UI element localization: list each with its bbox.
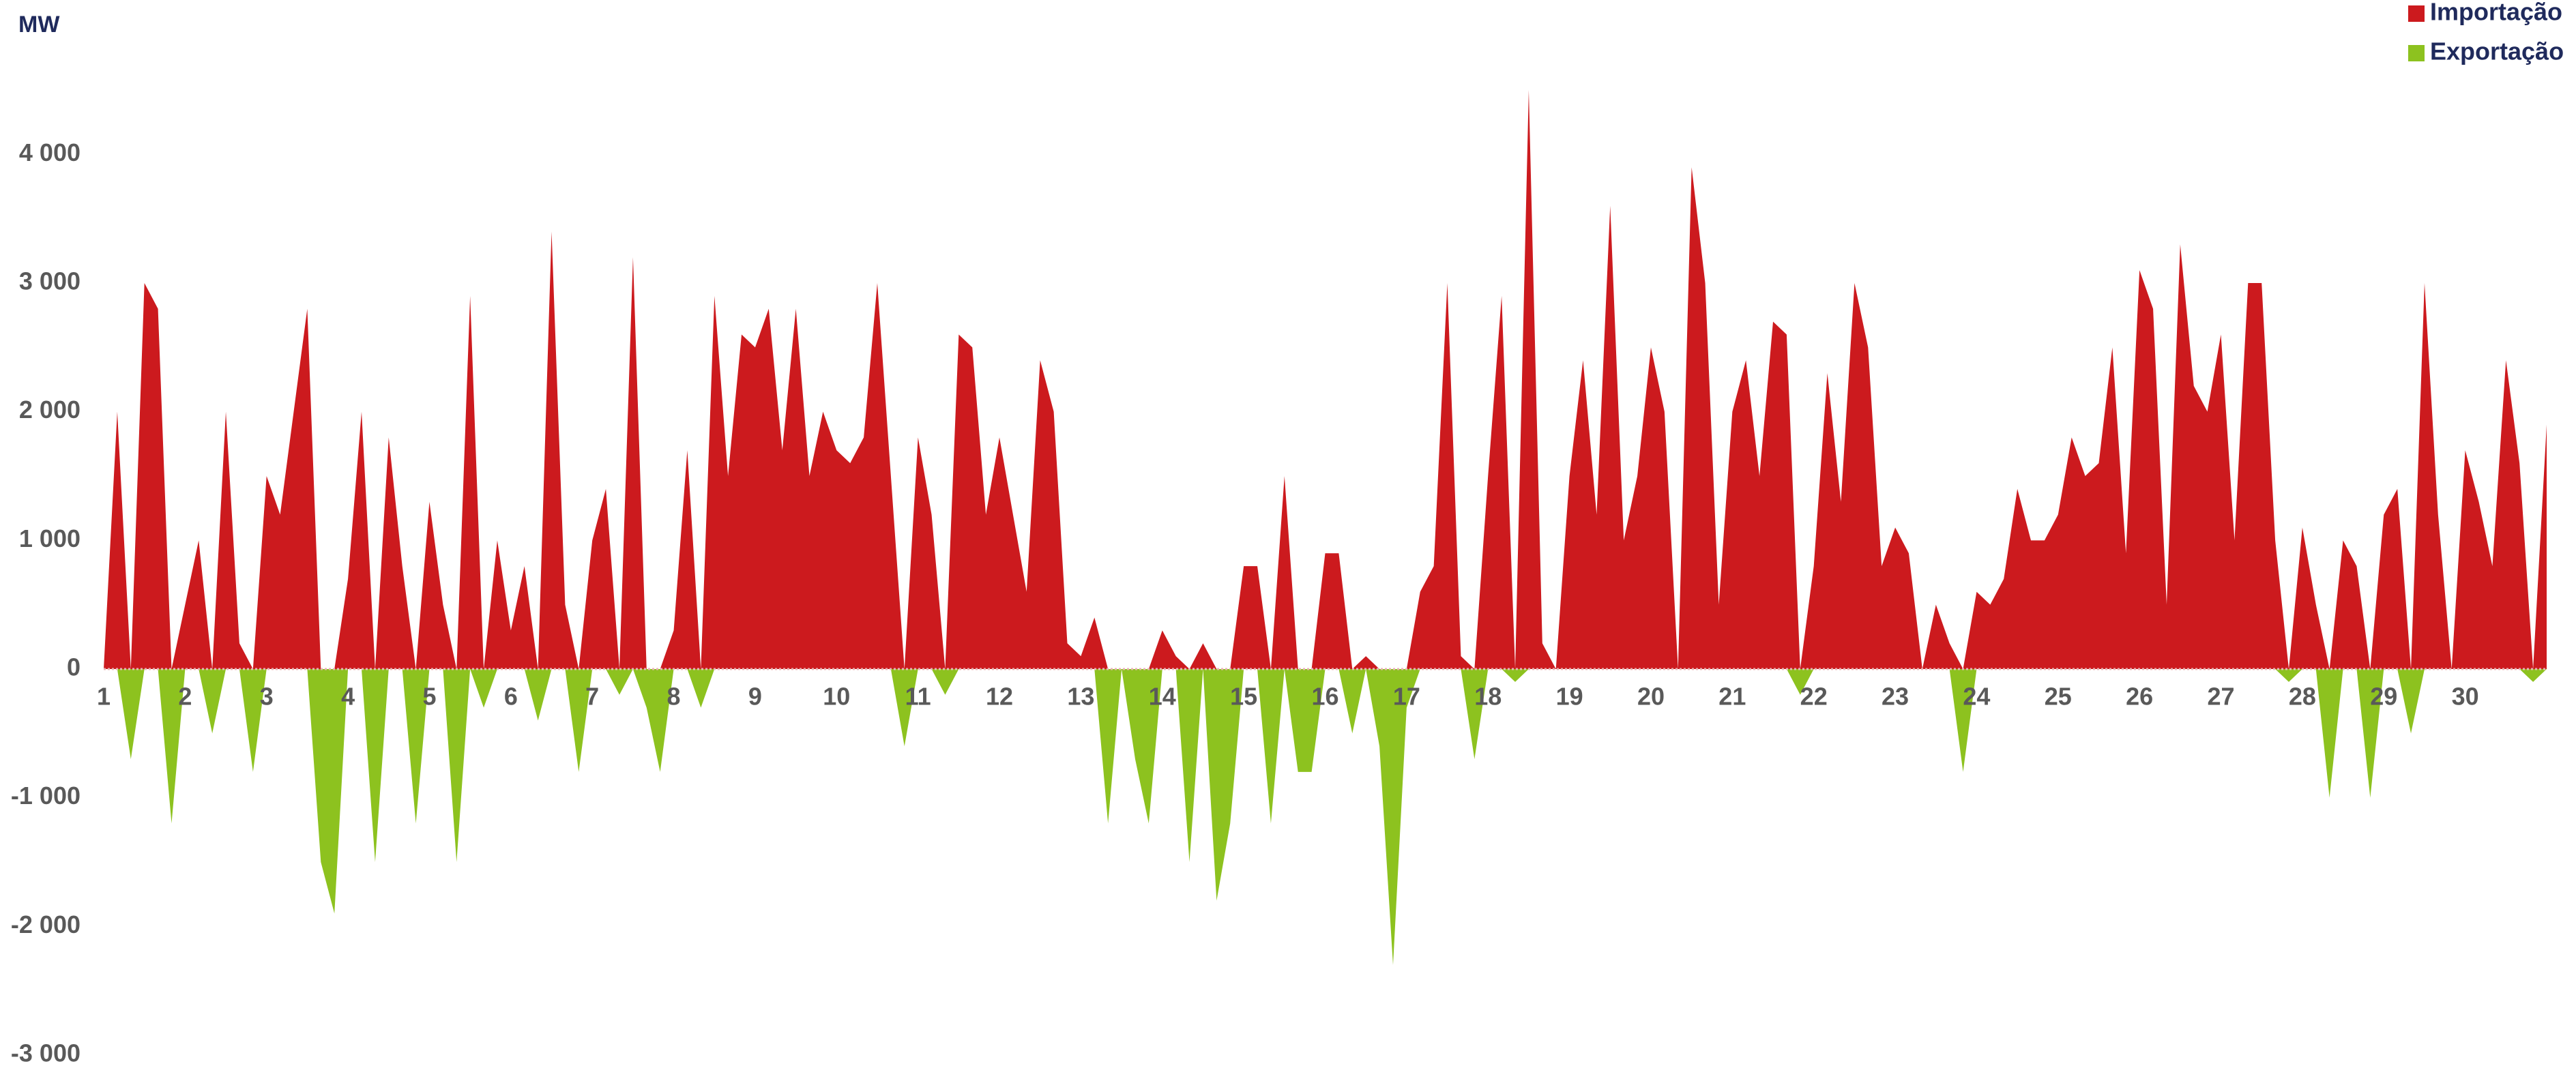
x-tick-label: 25: [2045, 683, 2072, 711]
x-tick-label: 6: [504, 683, 518, 711]
x-tick-label: 9: [748, 683, 762, 711]
x-tick-label: 13: [1067, 683, 1094, 711]
x-tick-label: 23: [1882, 683, 1909, 711]
x-tick-label: 14: [1149, 683, 1176, 711]
x-tick-label: 4: [341, 683, 355, 711]
x-tick-label: 12: [986, 683, 1013, 711]
legend-label: Importação: [2430, 0, 2562, 26]
x-tick-label: 1: [97, 683, 111, 711]
x-tick-label: 30: [2452, 683, 2479, 711]
y-tick-label: -1 000: [11, 782, 80, 810]
y-tick-label: 2 000: [19, 396, 80, 424]
legend-swatch: [2408, 45, 2425, 61]
area: [104, 669, 2547, 965]
y-tick-label: -3 000: [11, 1039, 80, 1067]
x-tick-label: 24: [1963, 683, 1990, 711]
x-tick-label: 8: [667, 683, 681, 711]
legend-label: Exportação: [2430, 38, 2564, 65]
x-tick-label: 16: [1311, 683, 1338, 711]
x-tick-label: 7: [585, 683, 599, 711]
x-tick-label: 28: [2289, 683, 2316, 711]
x-tick-label: 3: [260, 683, 274, 711]
x-tick-label: 21: [1718, 683, 1746, 711]
x-tick-label: 20: [1637, 683, 1665, 711]
x-tick-label: 18: [1474, 683, 1502, 711]
x-tick-label: 5: [422, 683, 436, 711]
x-tick-label: 2: [178, 683, 192, 711]
x-tick-label: 19: [1556, 683, 1583, 711]
area: [104, 90, 2547, 669]
x-tick-label: 15: [1230, 683, 1257, 711]
y-tick-label: 3 000: [19, 267, 80, 295]
x-tick-label: 17: [1393, 683, 1420, 711]
y-axis-label: MW: [18, 12, 60, 38]
x-tick-label: 26: [2126, 683, 2153, 711]
y-tick-label: 1 000: [19, 524, 80, 552]
x-tick-label: 22: [1800, 683, 1828, 711]
x-tick-label: 29: [2370, 683, 2397, 711]
y-tick-label: 4 000: [19, 138, 80, 166]
x-tick-label: 10: [823, 683, 850, 711]
y-tick-label: -2 000: [11, 910, 80, 938]
x-tick-label: 11: [905, 683, 931, 711]
y-tick-label: 0: [67, 653, 80, 681]
x-tick-label: 27: [2208, 683, 2235, 711]
legend-swatch: [2408, 5, 2425, 22]
